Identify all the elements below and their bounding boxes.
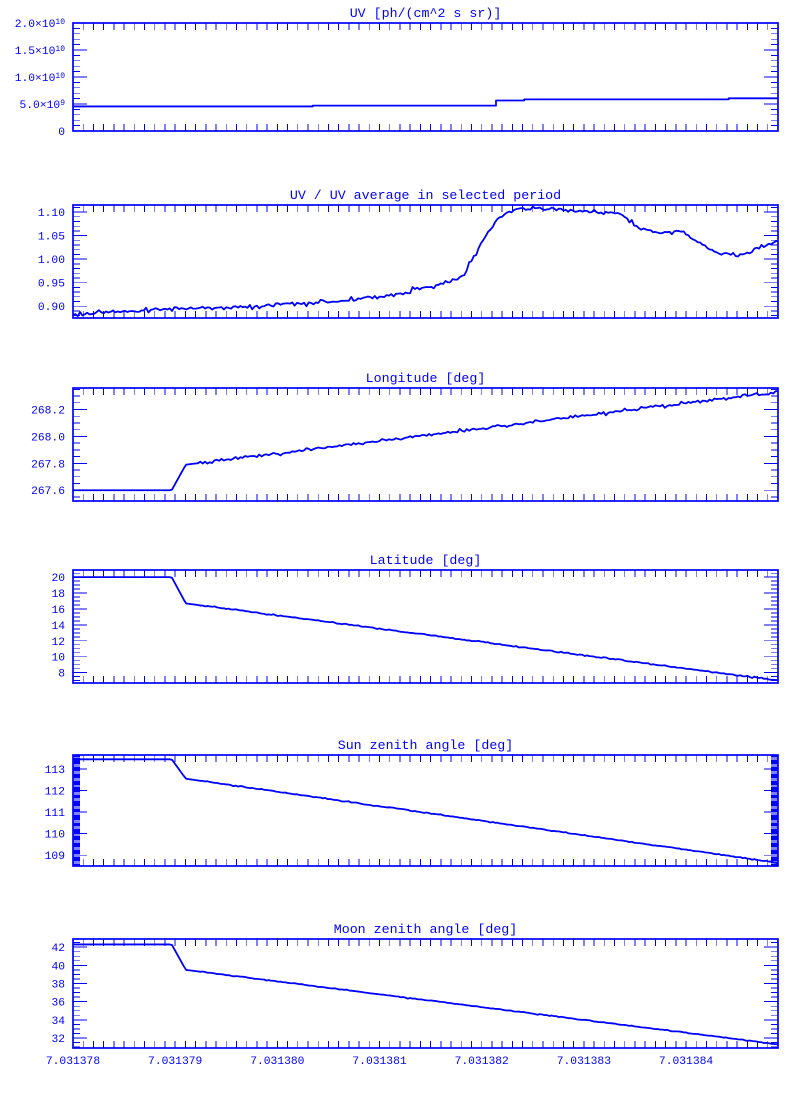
svg-text:110: 110 [45, 830, 66, 842]
svg-text:32: 32 [51, 1034, 65, 1046]
svg-text:34: 34 [51, 1016, 65, 1028]
svg-text:UV / UV average in selected pe: UV / UV average in selected period [290, 188, 561, 203]
svg-text:Moon zenith angle [deg]: Moon zenith angle [deg] [334, 922, 518, 937]
svg-text:7.031378: 7.031378 [46, 1056, 100, 1068]
svg-text:111: 111 [45, 808, 66, 820]
svg-text:7.031382: 7.031382 [455, 1056, 509, 1068]
svg-text:7.031380: 7.031380 [250, 1056, 304, 1068]
svg-text:UV [ph/(cm^2 s sr)]: UV [ph/(cm^2 s sr)] [350, 6, 502, 21]
svg-text:1.00: 1.00 [38, 255, 65, 267]
svg-text:0.95: 0.95 [38, 279, 65, 291]
svg-text:267.8: 267.8 [31, 459, 65, 471]
svg-text:1.05: 1.05 [38, 232, 65, 244]
svg-text:7.031383: 7.031383 [557, 1056, 611, 1068]
svg-text:40: 40 [51, 961, 65, 973]
svg-text:42: 42 [51, 943, 65, 955]
svg-text:7.031384: 7.031384 [659, 1056, 713, 1068]
svg-text:109: 109 [45, 851, 65, 863]
svg-text:Longitude [deg]: Longitude [deg] [366, 371, 486, 386]
svg-text:268.0: 268.0 [31, 432, 65, 444]
svg-text:7.031381: 7.031381 [352, 1056, 406, 1068]
svg-text:0.90: 0.90 [38, 302, 65, 314]
svg-text:12: 12 [51, 637, 65, 649]
svg-text:Sun zenith angle [deg]: Sun zenith angle [deg] [338, 738, 514, 753]
svg-text:16: 16 [51, 605, 65, 617]
svg-text:Latitude [deg]: Latitude [deg] [370, 553, 482, 568]
svg-text:36: 36 [51, 998, 65, 1010]
svg-text:20: 20 [51, 573, 65, 585]
svg-text:267.6: 267.6 [31, 486, 65, 498]
svg-text:5.0×109: 5.0×109 [20, 99, 66, 112]
svg-text:14: 14 [51, 621, 65, 633]
svg-text:8: 8 [58, 669, 65, 681]
svg-text:10: 10 [51, 653, 65, 665]
svg-text:112: 112 [45, 787, 65, 799]
svg-text:1.10: 1.10 [38, 208, 65, 220]
svg-text:7.031379: 7.031379 [148, 1056, 202, 1068]
svg-text:268.2: 268.2 [31, 406, 65, 418]
svg-text:0: 0 [58, 127, 65, 139]
svg-text:38: 38 [51, 980, 65, 992]
svg-text:18: 18 [51, 589, 65, 601]
svg-text:113: 113 [45, 765, 66, 777]
